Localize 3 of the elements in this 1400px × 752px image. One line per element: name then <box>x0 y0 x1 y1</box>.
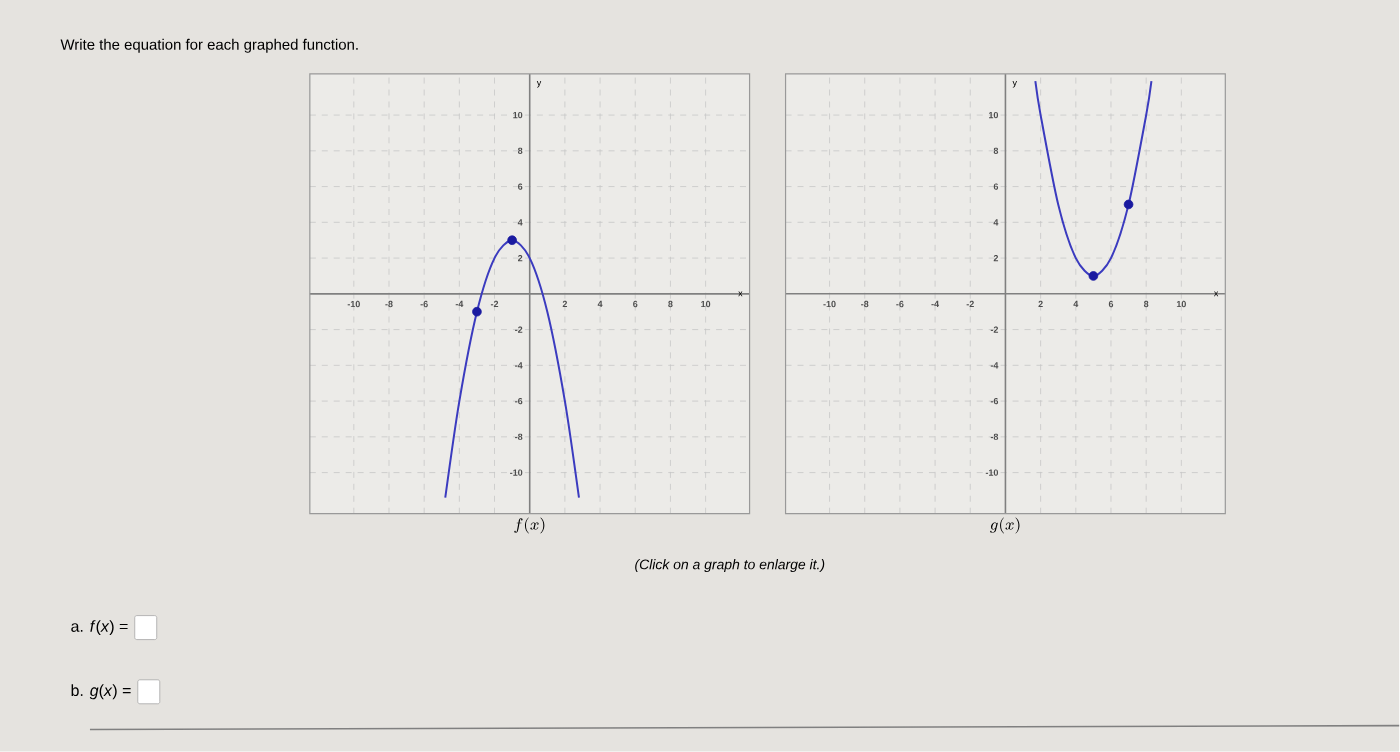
line-series <box>1034 80 1153 278</box>
text: $g(x)$ <box>990 517 1020 534</box>
text: $f(x)$ <box>514 517 545 534</box>
